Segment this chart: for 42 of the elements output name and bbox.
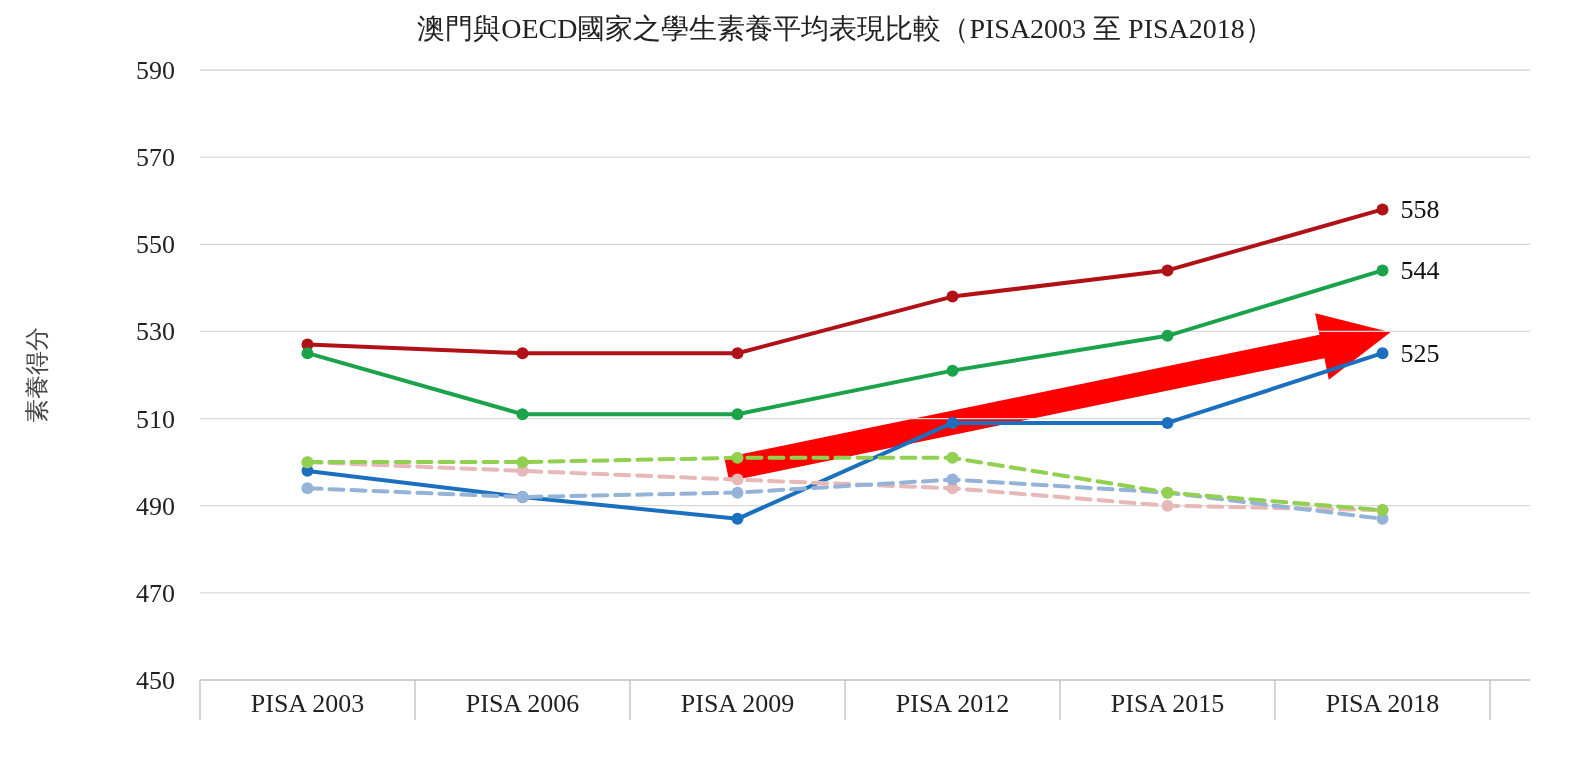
x-tick-label: PISA 2006 (465, 689, 580, 718)
y-axis-title: 素養得分 (24, 327, 50, 423)
x-tick-label: PISA 2018 (1325, 689, 1440, 718)
data-label: 558 (1400, 195, 1440, 225)
point (516, 408, 529, 421)
point (731, 408, 744, 421)
y-tick-label: 530 (136, 317, 175, 347)
point (731, 451, 744, 464)
y-tick-label: 450 (136, 666, 175, 695)
x-tick-label: PISA 2003 (250, 689, 365, 718)
point (946, 416, 959, 429)
point (301, 347, 314, 360)
x-tick-label: PISA 2015 (1110, 689, 1225, 718)
x-tick-label: PISA 2009 (680, 689, 795, 718)
x-tick-label: PISA 2012 (895, 689, 1010, 718)
data-label: 525 (1400, 339, 1440, 369)
chart-title: 澳門與OECD國家之學生素養平均表現比較（PISA2003 至 PISA2018） (417, 13, 1273, 44)
point (1161, 416, 1174, 429)
point (946, 290, 959, 303)
point (731, 486, 744, 499)
point (946, 473, 959, 486)
point (1376, 264, 1389, 277)
point (1161, 329, 1174, 342)
point (1161, 499, 1174, 512)
point (516, 456, 529, 469)
y-tick-label: 510 (136, 404, 175, 434)
y-tick-label: 490 (136, 491, 175, 521)
point (946, 451, 959, 464)
point (1376, 203, 1389, 216)
y-tick-label: 590 (136, 56, 175, 85)
y-tick-label: 470 (136, 578, 175, 608)
data-label: 544 (1400, 256, 1440, 286)
point (301, 482, 314, 495)
y-tick-label: 550 (136, 230, 175, 260)
point (731, 512, 744, 525)
point (731, 347, 744, 360)
y-tick-label: 570 (136, 143, 175, 173)
point (1161, 264, 1174, 277)
point (946, 364, 959, 377)
point (516, 347, 529, 360)
point (1376, 347, 1389, 360)
point (731, 473, 744, 486)
